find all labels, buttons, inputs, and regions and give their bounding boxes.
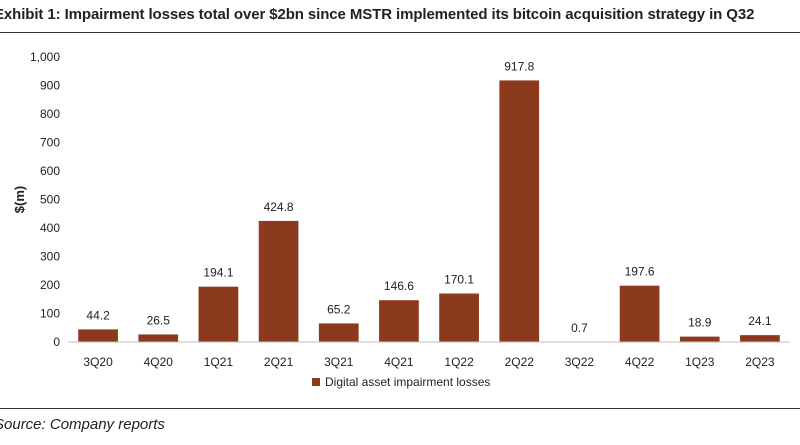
bar-4q20 xyxy=(138,334,179,342)
x-tick-label-4q22: 4Q22 xyxy=(625,355,655,369)
data-label-4q21: 146.6 xyxy=(384,279,414,293)
bar-4q22 xyxy=(619,285,660,342)
x-tick-label-3q20: 3Q20 xyxy=(83,355,113,369)
y-tick-label: 900 xyxy=(40,79,60,93)
data-label-4q20: 26.5 xyxy=(147,313,171,327)
top-divider xyxy=(0,32,800,33)
y-tick-label: 800 xyxy=(40,107,60,121)
data-label-2q21: 424.8 xyxy=(264,200,294,214)
x-axis-ticks: 3Q20 4Q20 1Q21 2Q21 3Q21 4Q21 1Q22 2Q22 3Q22 4Q22… xyxy=(83,355,775,369)
bar-1q21 xyxy=(198,286,239,342)
bar-3q21 xyxy=(318,323,359,342)
y-axis-label: $(m) xyxy=(12,186,27,213)
bottom-divider xyxy=(0,408,800,409)
data-label-3q21: 65.2 xyxy=(327,302,351,316)
bar-1q23 xyxy=(679,336,720,342)
bar-1q22 xyxy=(439,293,479,342)
bar-3q20 xyxy=(78,329,118,342)
legend-label: Digital asset impairment losses xyxy=(325,375,490,389)
y-tick-label: 200 xyxy=(40,278,60,292)
x-tick-label-2q21: 2Q21 xyxy=(264,355,294,369)
x-tick-label-1q21: 1Q21 xyxy=(204,355,234,369)
bars xyxy=(78,80,780,343)
y-tick-label: 100 xyxy=(40,307,60,321)
y-tick-label: 400 xyxy=(40,221,60,235)
y-tick-label: 1,000 xyxy=(30,50,60,64)
data-label-4q22: 197.6 xyxy=(625,265,655,279)
y-tick-label: 700 xyxy=(40,136,60,150)
legend-swatch xyxy=(312,378,320,386)
data-label-3q20: 44.2 xyxy=(86,308,110,322)
y-tick-label: 500 xyxy=(40,193,60,207)
y-tick-label: 600 xyxy=(40,164,60,178)
data-label-1q22: 170.1 xyxy=(444,273,474,287)
data-label-1q21: 194.1 xyxy=(203,266,233,280)
x-tick-label-3q21: 3Q21 xyxy=(324,355,354,369)
x-tick-label-4q21: 4Q21 xyxy=(384,355,414,369)
data-label-2q23: 24.1 xyxy=(748,314,772,328)
x-tick-label-2q23: 2Q23 xyxy=(745,355,775,369)
bar-2q21 xyxy=(258,220,299,342)
x-tick-label-4q20: 4Q20 xyxy=(144,355,174,369)
y-tick-label: 300 xyxy=(40,250,60,264)
x-tick-label-3q22: 3Q22 xyxy=(565,355,595,369)
bar-4q21 xyxy=(379,300,419,342)
chart-title: Exhibit 1: Impairment losses total over … xyxy=(0,6,755,23)
y-tick-label: 0 xyxy=(53,335,60,349)
legend: Digital asset impairment losses xyxy=(312,375,490,389)
y-axis-ticks: 0 100 200 300 400 500 600 700 800 900 1,000 xyxy=(30,50,60,349)
data-label-1q23: 18.9 xyxy=(688,316,712,330)
x-tick-label-2q22: 2Q22 xyxy=(505,355,535,369)
data-label-3q22: 0.7 xyxy=(571,321,588,335)
data-labels: 44.2 26.5 194.1 424.8 65.2 146.6 170.1 917.8 0.7… xyxy=(86,59,772,334)
source-note: Source: Company reports xyxy=(0,416,165,433)
data-label-2q22: 917.8 xyxy=(504,59,534,73)
x-tick-label-1q22: 1Q22 xyxy=(444,355,474,369)
bar-chart: $(m) 0 100 200 300 400 500 600 700 800 900 1,000 4… xyxy=(12,50,790,389)
x-tick-label-1q23: 1Q23 xyxy=(685,355,715,369)
bar-2q23 xyxy=(740,335,780,342)
bar-2q22 xyxy=(499,80,540,342)
